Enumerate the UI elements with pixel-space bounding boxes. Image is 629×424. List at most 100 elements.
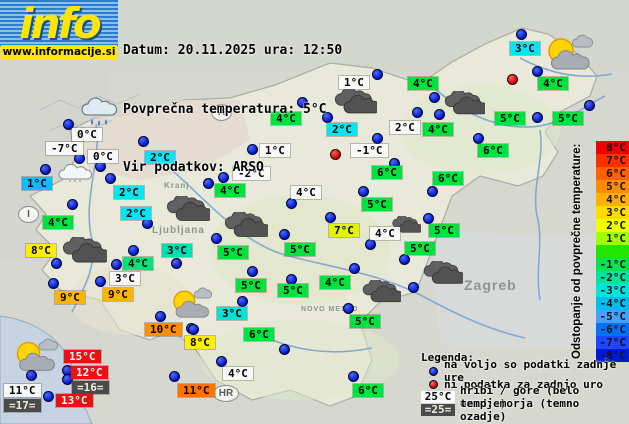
scale-cell	[596, 245, 629, 258]
weather-icon-sun-cloud	[541, 33, 594, 79]
station-temp-label: 2°C	[327, 123, 357, 136]
station-dot-blue	[203, 178, 214, 189]
white-label-sample: 25°C	[421, 391, 455, 403]
station-temp-label: -2°C	[233, 167, 270, 180]
station-dot-blue	[372, 69, 383, 80]
station-temp-label: 6°C	[353, 384, 383, 397]
station-temp-label: 4°C	[408, 77, 438, 90]
station-dot-blue	[218, 172, 229, 183]
temperature-deviation-scale: 8°C 7°C 6°C 5°C 4°C 3°C 2°C 1°C -1°C -2°C -3°C -4°C…	[596, 141, 629, 362]
scale-cell: -1°C	[596, 258, 629, 271]
station-temp-label: 6°C	[244, 328, 274, 341]
station-temp-label: =16=	[72, 381, 109, 394]
weather-icon-dark-cloud	[422, 259, 467, 288]
legend-text: hribi / gore (belo ozadje)	[460, 384, 580, 410]
station-dot-blue	[211, 233, 222, 244]
station-dot-blue	[111, 259, 122, 270]
station-temp-label: 2°C	[114, 186, 144, 199]
header-info: Datum: 20.11.2025 ura: 12:50 Povprečna t…	[123, 2, 342, 217]
station-dot-blue	[358, 186, 369, 197]
scale-cell: -6°C	[596, 323, 629, 336]
station-dot-blue	[247, 266, 258, 277]
scale-cell: -4°C	[596, 297, 629, 310]
scale-cell: 7°C	[596, 154, 629, 167]
scale-cell: -2°C	[596, 271, 629, 284]
station-dot-blue	[48, 278, 59, 289]
scale-cell: 3°C	[596, 206, 629, 219]
scale-cell: -8°C	[596, 349, 629, 362]
station-dot-red	[507, 74, 518, 85]
station-temp-label: 9°C	[55, 291, 85, 304]
station-temp-label: 4°C	[370, 227, 400, 240]
station-temp-label: 4°C	[43, 216, 73, 229]
weather-icon-rain-cloud	[80, 94, 118, 132]
header-data-source: Vir podatkov: ARSO	[123, 160, 264, 175]
legend-text: ni podatka za zadnjo uro	[444, 377, 603, 391]
weather-icon-dark-cloud	[61, 235, 111, 267]
station-dot-blue	[138, 136, 149, 147]
station-dot-blue	[40, 164, 51, 175]
station-dot-blue	[427, 186, 438, 197]
logo-word: info	[19, 0, 101, 48]
weather-icon-dark-cloud	[443, 89, 489, 119]
station-temp-label: 2°C	[145, 151, 175, 164]
station-temp-label: 5°C	[429, 224, 459, 237]
station-dot-blue	[43, 391, 54, 402]
legend-row-sea: =25= temp. morja (temno ozadje)	[421, 397, 629, 423]
scale-cell: 6°C	[596, 167, 629, 180]
station-temp-label: 5°C	[362, 198, 392, 211]
station-dot-blue	[412, 107, 423, 118]
station-temp-label: 12°C	[71, 366, 108, 379]
station-dot-blue	[169, 371, 180, 382]
station-temp-label: 4°C	[538, 77, 568, 90]
station-temp-label: 11°C	[178, 384, 215, 397]
station-temp-label: 8°C	[26, 244, 56, 257]
station-temp-label: 2°C	[121, 207, 151, 220]
station-temp-label: 3°C	[162, 244, 192, 257]
station-temp-label: 4°C	[271, 112, 301, 125]
city-label: Kranj	[164, 181, 190, 190]
station-temp-label: 13°C	[56, 394, 93, 407]
station-dot-blue	[584, 100, 595, 111]
station-temp-label: 5°C	[218, 246, 248, 259]
station-dot-blue	[516, 29, 527, 40]
weather-icon-white-cloud	[56, 163, 96, 186]
station-temp-label: 5°C	[495, 112, 525, 125]
station-temp-label: =17=	[4, 399, 41, 412]
station-dot-blue	[532, 112, 543, 123]
station-dot-blue	[26, 370, 37, 381]
weather-icon-sun-cloud	[167, 286, 213, 326]
station-dot-red	[330, 149, 341, 160]
station-dot-blue	[365, 239, 376, 250]
station-temp-label: 5°C	[236, 279, 266, 292]
station-dot-blue	[348, 371, 359, 382]
weather-icon-sun-cloud	[10, 337, 59, 380]
station-dot-blue	[423, 213, 434, 224]
station-temp-label: 10°C	[145, 323, 182, 336]
red-dot-icon	[429, 379, 438, 389]
station-dot-blue	[399, 254, 410, 265]
station-temp-label: 6°C	[478, 144, 508, 157]
station-temp-label: 1°C	[339, 76, 369, 89]
station-dot-blue	[247, 144, 258, 155]
city-label: Zagreb	[464, 277, 517, 293]
station-temp-label: 3°C	[110, 272, 140, 285]
weather-icon-dark-cloud	[165, 194, 214, 225]
logo-link[interactable]: info www.informacije.si	[0, 0, 118, 61]
station-temp-label: 2°C	[390, 121, 420, 134]
station-temp-label: 7°C	[329, 224, 359, 237]
station-temp-label: 0°C	[88, 150, 118, 163]
station-dot-blue	[279, 344, 290, 355]
station-temp-label: 4°C	[320, 276, 350, 289]
station-temp-label: 4°C	[123, 257, 153, 270]
country-badge: A	[211, 104, 232, 121]
scale-cell: 2°C	[596, 219, 629, 232]
weather-icon-dark-cloud	[391, 214, 424, 237]
station-dot-blue	[51, 258, 62, 269]
weather-icon-dark-cloud	[333, 87, 381, 118]
legend-text: temp. morja (temno ozadje)	[460, 397, 580, 423]
legend-text: na voljo so podatki zadnje ure	[444, 358, 617, 384]
station-dot-blue	[216, 356, 227, 367]
station-temp-label: -1°C	[351, 144, 388, 157]
station-dot-blue	[297, 97, 308, 108]
